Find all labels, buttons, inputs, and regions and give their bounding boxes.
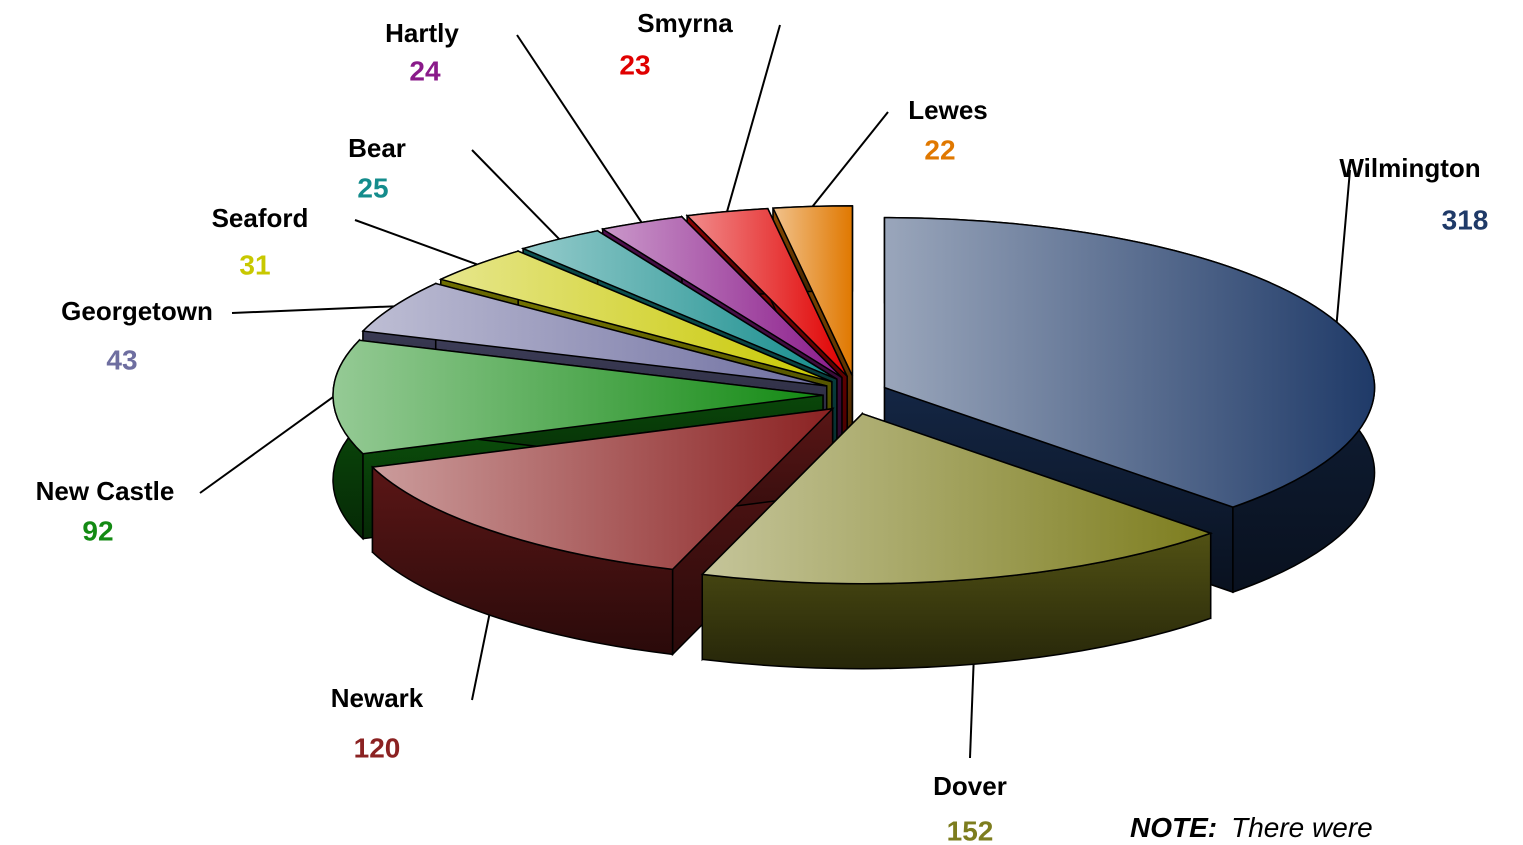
category-label: Bear (348, 133, 406, 163)
category-label: Newark (331, 683, 424, 713)
leader-line (516, 34, 643, 223)
leader-line (969, 664, 975, 759)
leader-line (231, 305, 394, 314)
slice (370, 406, 835, 657)
slice (700, 411, 1213, 670)
value-label: 152 (947, 815, 994, 845)
category-label: Wilmington (1339, 153, 1480, 183)
category-label: Hartly (385, 18, 459, 48)
slice-top (361, 282, 827, 387)
category-label: Seaford (212, 203, 309, 233)
leader-line (471, 149, 560, 240)
pie (332, 205, 1376, 670)
slice-top (883, 216, 1376, 508)
slice-top (332, 339, 824, 455)
value-label: 318 (1442, 204, 1489, 235)
value-label: 43 (106, 344, 137, 375)
labels: Wilmington 318 Dover 152 Newark 120 New Castle… (36, 8, 1489, 845)
slice-top (600, 216, 843, 379)
value-label: 92 (82, 515, 113, 546)
slice-top (370, 407, 835, 571)
category-label: Dover (933, 771, 1007, 801)
leader-line (199, 396, 334, 494)
leader-line (726, 24, 781, 212)
slice-top (771, 205, 854, 377)
slice-top (438, 250, 833, 383)
slice-top (685, 207, 848, 377)
category-label: Georgetown (61, 296, 213, 326)
value-label: 120 (354, 732, 401, 763)
slice-top (700, 412, 1213, 585)
leader-line (471, 614, 491, 701)
leader-line (811, 111, 889, 208)
value-label: 24 (409, 55, 441, 86)
value-label: 22 (924, 134, 955, 165)
leader-line (354, 219, 478, 266)
category-label: Smyrna (637, 8, 733, 38)
value-label: 31 (239, 249, 270, 280)
value-label: 23 (619, 49, 650, 80)
category-label: Lewes (908, 95, 988, 125)
annotation-text: There were (1231, 812, 1373, 843)
annotation-label: NOTE: (1130, 812, 1217, 843)
annotation: NOTE: There were (1130, 812, 1373, 843)
slice-top (520, 230, 838, 380)
value-label: 25 (357, 172, 388, 203)
category-label: New Castle (36, 476, 175, 506)
leader-line (1335, 169, 1351, 323)
